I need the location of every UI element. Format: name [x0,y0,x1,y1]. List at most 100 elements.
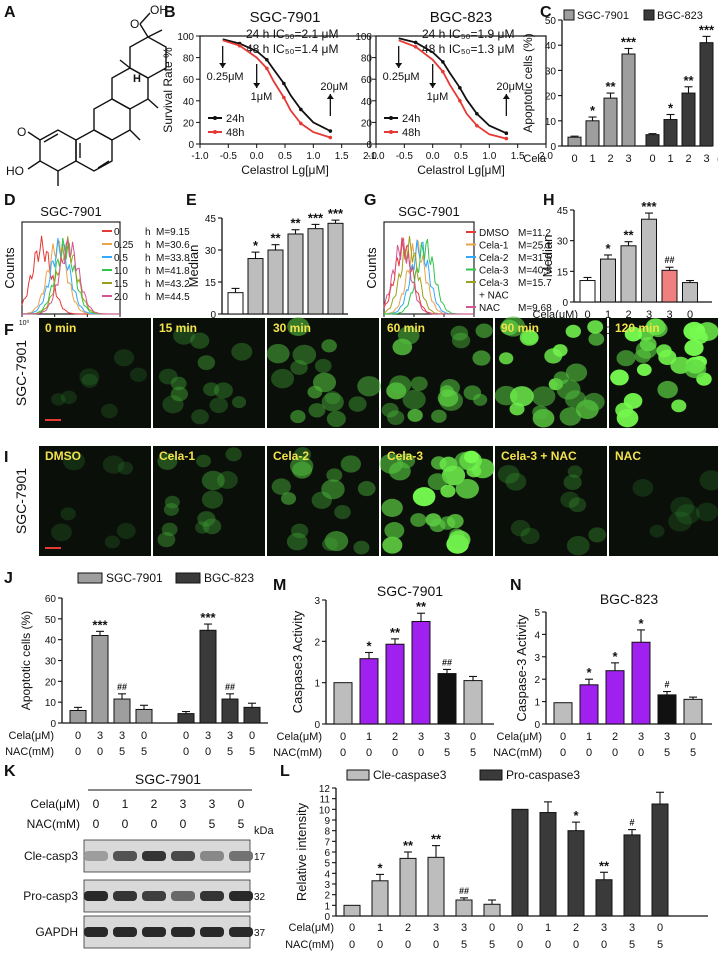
row1-value: 3 [97,730,103,742]
protein-band [200,851,224,861]
time-label: 30 min [273,321,311,335]
atom-o-ketone: O [17,125,26,139]
cell-fluorescence [437,389,459,407]
y-tick-label: 40 [545,41,557,52]
bar [307,228,324,315]
y-tick-label: 3 [534,653,540,664]
cell-fluorescence [407,408,423,422]
bar [511,808,529,917]
significance-mark: ## [117,682,127,692]
atom-h: H [133,73,141,85]
x-category-label: 3 [625,153,631,165]
cell-fluorescence [129,367,147,383]
legend-label: NAC [479,303,500,314]
significance-mark: ** [623,228,634,243]
cell-fluorescence [634,349,651,364]
panel-g-flow-histogram: 10⁰10¹10²10³SGC-7901CountsDMSOCela-1Cela… [364,204,552,327]
histogram-curve [383,237,474,315]
row1-value: 3 [180,797,187,811]
cell-fluorescence [455,478,479,499]
y-tick-label: 1 [314,679,320,690]
legend-unit: h [145,240,151,251]
row1-value: 0 [238,797,245,811]
panel-n-caspase3-bgc: 0 1 2 3 4 5 Caspase-3 Activity * * * # BGC-823 0 1 2 3 3… [493,591,712,759]
data-point [441,60,445,64]
ic50-48h: 48 h IC₅₀=1.4 μM [246,42,338,56]
significance-mark: ## [459,886,469,896]
row2-value: 5 [657,939,663,951]
cell-fluorescence [472,350,491,366]
protein-band [113,927,137,937]
legend-time: 0 [114,227,120,238]
cell-fluorescence [587,320,604,334]
bar [455,899,473,917]
cell-fluorescence [583,392,605,412]
cell-fluorescence [671,399,687,413]
cell-fluorescence [190,332,210,349]
cell-fluorescence [475,323,493,339]
y-tick-label: 0 [366,140,372,151]
bar [69,710,87,724]
y-tick-label: 0 [562,298,568,309]
bar [177,713,195,724]
x-tick-label: -0.5 [396,151,414,162]
y-tick-label: 0 [550,142,556,153]
panel-label-b: B [164,4,176,21]
cell-fluorescence [563,474,582,490]
panel-label-h: H [543,192,555,209]
cell-fluorescence [281,492,297,505]
significance-mark: # [629,818,634,828]
atom-ho: HO [6,164,24,178]
cell-fluorescence [510,519,531,537]
panel-label-l: L [280,763,290,780]
row1-value: 0 [349,922,355,934]
time-label: 60 min [387,321,425,335]
cell-fluorescence [195,521,210,534]
cell-fluorescence [553,371,570,385]
row1-value: 3 [227,730,233,742]
plot-frame [21,221,121,315]
row-label: SGC-7901 [13,340,29,406]
cell-fluorescence [308,403,326,418]
row2-value: 5 [227,746,233,758]
row1-label: Cela(μM) [30,797,80,811]
x-tick-label: -1.0 [367,151,385,162]
cell-fluorescence [632,479,654,497]
row1-value: 3 [444,731,450,743]
bar [567,830,585,917]
cell-fluorescence [552,344,568,357]
row1-value: 3 [461,922,467,934]
x-tick-label: 1.5 [335,151,349,162]
y-tick-label: 40 [45,636,57,647]
row1-value: 0 [470,731,476,743]
cell-fluorescence [202,518,222,535]
atom-o-carbonyl: O [130,17,139,31]
row2-value: 5 [629,939,635,951]
legend-swatch [479,769,503,781]
bar [681,92,696,147]
cell-fluorescence [79,368,100,386]
chart-title: BGC-823 [430,9,493,26]
x-axis-label: Celastrol Lg[μM] [417,163,505,177]
bar [699,42,714,147]
bar [287,233,304,315]
x-tick-label: -0.5 [220,151,238,162]
legend-time: 2.0 [114,292,128,303]
row1-value: 1 [545,922,551,934]
bar [553,702,573,725]
cell-fluorescence [696,502,718,522]
cell-fluorescence [163,503,179,516]
legend-marker [213,116,217,120]
panel-i-microscopy-row: SGC-7901 DMSO Cela-1 Cela-2 Cela-3 Cela-3 + N… [13,446,718,556]
cell-fluorescence [170,386,189,402]
ic50-48h: 48 h IC₅₀=1.3 μM [422,42,514,56]
legend-label: 48h [402,127,420,139]
x-category-label: 1 [589,153,595,165]
data-point [504,131,509,135]
bar [399,857,417,917]
data-point [475,123,479,128]
panel-h-median-bars: 0153045Median******##012330000055Cela(μM… [529,199,712,337]
row1-value: 3 [646,309,652,321]
bar [327,222,344,315]
